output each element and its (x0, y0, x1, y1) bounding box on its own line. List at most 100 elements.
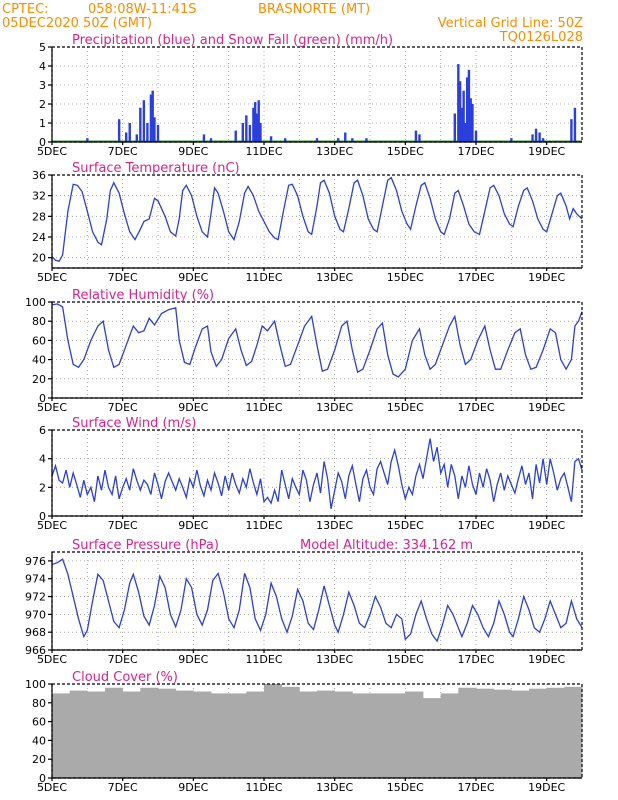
cloud-bar (529, 688, 548, 778)
cloud-bar (370, 693, 389, 778)
cloud-bar (140, 687, 159, 778)
pressure-title: Surface Pressure (hPa) (72, 538, 219, 553)
cloud-bar (440, 693, 459, 778)
humidity-y-tick-label: 60 (32, 334, 46, 347)
temperature-x-tick-label: 19DEC (528, 271, 565, 284)
pressure-x-tick-label: 17DEC (457, 653, 494, 666)
precip-x-tick-label: 11DEC (245, 145, 282, 158)
precip-bar (252, 107, 255, 142)
humidity-y-tick-label: 40 (32, 354, 46, 367)
header-location: BRASNORTE (MT) (258, 2, 370, 17)
temperature-y-tick-label: 20 (32, 252, 46, 265)
precip-bar (149, 94, 153, 142)
pressure-frame (51, 551, 583, 651)
pressure-y-tick-label: 968 (25, 626, 46, 639)
humidity-x-tick-label: 13DEC (316, 401, 353, 414)
wind-x-tick-label: 17DEC (457, 519, 494, 532)
precip-bar (471, 104, 474, 142)
precip-bar (538, 132, 541, 142)
cloud-bar (299, 691, 318, 778)
wind-x-tick-label: 5DEC (37, 519, 67, 532)
wind-title: Surface Wind (m/s) (72, 416, 196, 431)
cloud-x-tick-label: 15DEC (387, 781, 424, 794)
pressure-y-tick-label: 970 (25, 608, 46, 621)
precip-bar (344, 132, 347, 142)
precip-bar (139, 107, 142, 142)
humidity-x-tick-label: 11DEC (245, 401, 282, 414)
precip-bar (255, 113, 259, 142)
cloud-panel: 0 20 40 60 80 100 5DEC 7DEC 9DEC 11DEC 13DEC 15DEC 1… (25, 670, 583, 794)
pressure-x-tick-label: 13DEC (316, 653, 353, 666)
precip-x-tick-label: 7DEC (108, 145, 138, 158)
cloud-y-tick-label: 0 (39, 772, 46, 785)
precip-bar (469, 98, 472, 142)
humidity-y-tick-label: 100 (25, 296, 46, 309)
pressure-x-tick-label: 15DEC (387, 653, 424, 666)
pressure-panel: 966 968 970 972 974 976 5DEC 7DEC 9DEC 11DEC 13DEC… (25, 538, 583, 666)
cloud-bar (511, 690, 530, 778)
humidity-panel: 0 20 40 60 80 100 5DEC 7DEC 9DEC 11DEC 13DEC 15DEC 1… (25, 288, 583, 414)
cloud-bar (105, 687, 124, 778)
cloud-bar (264, 684, 283, 778)
cloud-x-tick-label: 13DEC (316, 781, 353, 794)
precip-y-tick-label: 3 (39, 79, 46, 92)
pressure-y-tick-label: 966 (25, 644, 46, 657)
header-grid-note: Vertical Grid Line: 50Z (438, 16, 583, 31)
cloud-title: Cloud Cover (%) (72, 670, 178, 685)
temperature-x-tick-label: 15DEC (387, 271, 424, 284)
pressure-x-tick-label: 19DEC (528, 653, 565, 666)
humidity-y-tick-label: 20 (32, 373, 46, 386)
temperature-y-tick-label: 32 (32, 190, 46, 203)
precip-bar (117, 119, 121, 142)
cloud-x-tick-label: 19DEC (528, 781, 565, 794)
precip-bar (259, 123, 262, 142)
cloud-bar (246, 691, 265, 778)
precip-bar (234, 130, 237, 142)
humidity-x-tick-label: 7DEC (108, 401, 138, 414)
temperature-y-tick-label: 28 (32, 210, 46, 223)
precip-bar (142, 100, 146, 142)
precip-x-tick-label: 15DEC (387, 145, 424, 158)
humidity-x-tick-label: 17DEC (457, 401, 494, 414)
temperature-title: Surface Temperature (nC) (72, 161, 240, 176)
precip-panel: 0 1 2 3 4 5 5DEC 7DEC 9DEC 11DEC 13DEC 15DEC 17DEC 19… (37, 33, 583, 158)
cloud-bar (52, 693, 71, 778)
precip-bar (128, 123, 131, 142)
cloud-y-tick-label: 100 (25, 678, 46, 691)
cloud-y-tick-label: 20 (32, 753, 46, 766)
precip-x-tick-label: 5DEC (37, 145, 67, 158)
cloud-bar (564, 686, 583, 778)
precip-y-tick-label: 4 (39, 60, 46, 73)
temperature-y-tick-label: 36 (32, 169, 46, 182)
wind-y-tick-label: 0 (39, 510, 46, 523)
wind-panel: 0 2 4 6 5DEC 7DEC 9DEC 11DEC 13DEC 15DEC 17DEC 19DE… (37, 416, 583, 532)
precip-bar (245, 115, 248, 142)
cloud-bar (193, 691, 212, 778)
cloud-y-tick-label: 60 (32, 716, 46, 729)
precip-bar (209, 138, 213, 142)
pressure-y-tick-label: 974 (25, 573, 46, 586)
cloud-bar (334, 691, 353, 778)
precip-bar (125, 132, 128, 142)
precip-bar (202, 134, 206, 142)
precip-bar (248, 124, 252, 142)
precip-bar (151, 90, 154, 142)
precip-bar (414, 130, 418, 142)
precip-y-tick-label: 5 (39, 41, 46, 54)
precip-bar (86, 138, 89, 142)
precip-bar (156, 124, 160, 142)
precip-bar (534, 128, 538, 142)
precip-bar (457, 64, 460, 142)
temperature-panel: 20 24 28 32 36 5DEC 7DEC 9DEC 11DEC 13DEC 15DEC 17D… (32, 161, 583, 284)
cloud-bar (493, 689, 512, 778)
temperature-frame (51, 174, 583, 269)
humidity-x-tick-label: 19DEC (528, 401, 565, 414)
precip-bar (462, 90, 465, 142)
cloud-x-tick-label: 7DEC (108, 781, 138, 794)
temperature-line (51, 176, 583, 263)
cloud-x-tick-label: 17DEC (457, 781, 494, 794)
precip-bar (365, 138, 368, 142)
precip-y-tick-label: 0 (39, 136, 46, 149)
header-run: 05DEC2020 50Z (GMT) (2, 16, 152, 31)
